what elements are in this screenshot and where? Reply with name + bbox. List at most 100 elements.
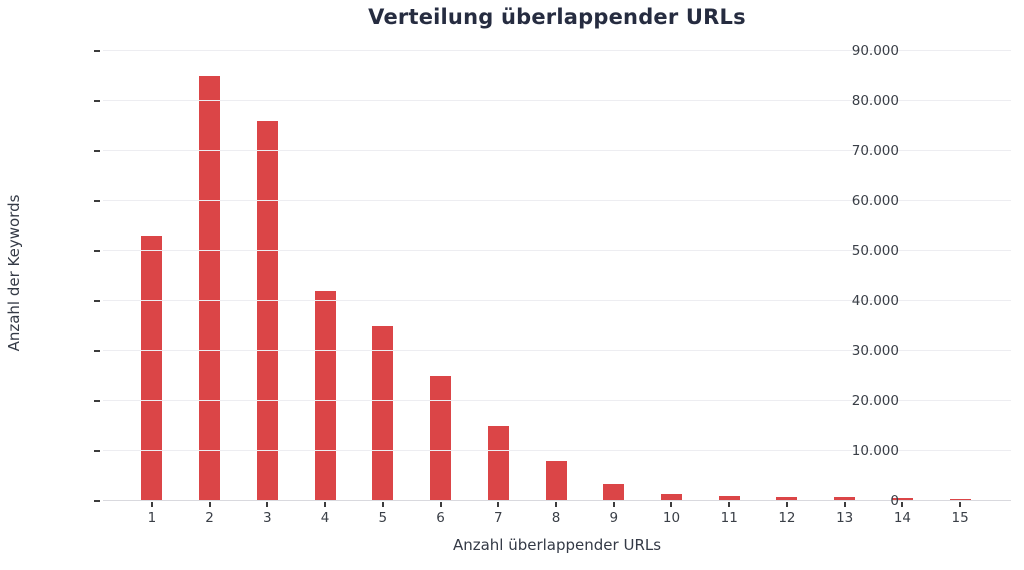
x-tick-label: 6 [436,510,445,526]
bar [776,497,798,501]
x-tick-slot: 3 [238,501,296,531]
x-tick-label: 12 [778,510,796,526]
y-tick-label: 20.000 [851,393,899,409]
x-tick-label: 15 [951,510,969,526]
x-tick-slot: 1 [123,501,181,531]
x-tick-slot: 2 [181,501,239,531]
y-tick-mark [94,99,100,102]
bar-slot [643,46,701,501]
bar [141,236,163,501]
bar-slot [354,46,412,501]
bar-slot [181,46,239,501]
x-tick-label: 2 [205,510,214,526]
bar [891,498,913,501]
x-tick-slot: 7 [469,501,527,531]
y-tick-label: 50.000 [851,243,899,259]
bar-slot [238,46,296,501]
bar-slot [874,46,932,501]
y-axis-label: Anzahl der Keywords [5,194,23,352]
x-axis-label: Anzahl überlappender URLs [452,536,662,554]
x-tick-mark [497,502,500,507]
bar-slot [758,46,816,501]
bar [372,326,394,501]
bar-slot [469,46,527,501]
bar [314,291,336,501]
x-tick-slot: 11 [700,501,758,531]
y-gridline [103,150,1011,151]
bar [603,483,625,501]
y-tick-mark [94,399,100,402]
plot-area: 0 10.000 20.000 30.000 40.000 50.000 60.000 70.… [94,43,1011,509]
x-tick-mark [555,502,557,507]
x-tick-label: 10 [662,510,681,526]
x-tick-mark [150,502,153,507]
x-tick-mark [728,502,731,507]
bar-slot [931,46,989,501]
bar [718,496,740,501]
y-tick-mark [94,349,100,352]
y-tick-label: 40.000 [851,293,899,309]
y-gridline [103,200,1011,201]
bars-container [103,46,1011,501]
x-tick-label: 3 [263,510,272,526]
y-gridline [103,350,1011,351]
x-tick-slot: 15 [931,501,989,531]
bar-slot [816,46,874,501]
x-tick-slot: 12 [758,501,816,531]
x-tick-slot: 9 [585,501,643,531]
x-tick-label: 13 [836,510,854,526]
x-tick-label: 7 [493,510,503,526]
bar [834,497,856,501]
x-tick-mark [785,502,788,507]
x-tick-slot: 8 [527,501,585,531]
x-tick-slot: 13 [816,501,874,531]
y-tick-label: 10.000 [851,443,899,459]
x-tick-label: 14 [893,510,911,526]
x-tick-label: 5 [378,510,388,526]
y-tick-label: 60.000 [851,193,899,209]
x-axis-baseline [103,500,1011,501]
y-tick-label: 80.000 [851,93,899,109]
x-tick-slot: 10 [643,501,701,531]
y-tick-mark [94,199,100,202]
y-gridline [103,250,1011,251]
y-tick-label: 0 [890,493,899,509]
x-tick-mark [959,502,962,507]
bar [660,493,682,501]
y-tick-mark [94,149,100,152]
bar [430,376,452,501]
x-tick-slot: 14 [874,501,932,531]
y-gridline [103,50,1011,51]
bar-slot [296,46,354,501]
bar-slot [527,46,585,501]
y-tick-label: 70.000 [851,143,899,159]
bar-slot [412,46,470,501]
x-tick-label: 1 [147,510,157,526]
y-gridline [103,100,1011,101]
x-tick-slot: 5 [354,501,412,531]
x-tick-label: 9 [609,510,619,526]
chart-title: Verteilung überlappender URLs [368,5,746,29]
x-tick-mark [439,502,442,507]
x-tick-mark [266,502,269,507]
x-tick-label: 4 [320,510,330,526]
x-tick-label: 11 [720,510,738,526]
x-tick-slot: 6 [412,501,470,531]
y-tick-mark [94,449,100,452]
x-tick-mark [901,502,904,507]
bar [545,461,567,501]
y-gridline [103,400,1011,401]
x-tick-mark [843,502,846,507]
bar-slot [585,46,643,501]
y-tick-mark [94,499,100,502]
y-tick-mark [94,249,100,252]
y-tick-mark [94,49,100,52]
y-tick-mark [94,299,100,302]
x-tick-mark [208,502,211,507]
bar-slot [700,46,758,501]
bar [487,426,509,501]
x-tick-label: 8 [551,510,561,526]
x-tick-mark [381,502,384,507]
x-tick-mark [670,502,673,507]
